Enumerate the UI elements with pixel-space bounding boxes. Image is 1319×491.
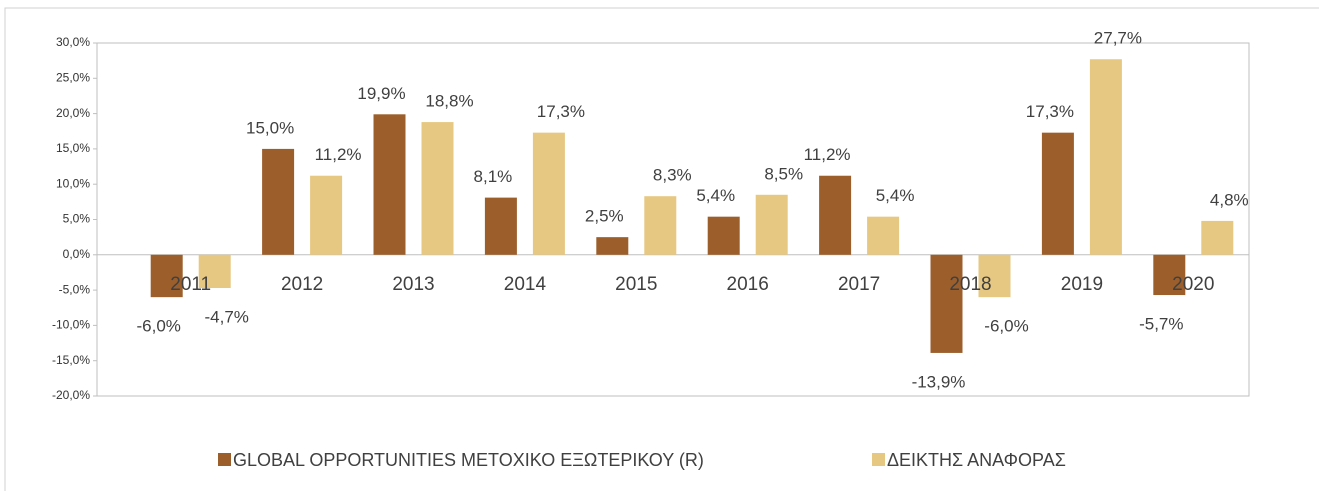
value-label: 2,5%	[585, 207, 624, 226]
x-tick-label: 2017	[838, 274, 880, 295]
x-tick-label: 2019	[1061, 274, 1103, 295]
value-label: 8,1%	[474, 167, 513, 186]
x-tick-label: 2013	[392, 274, 434, 295]
value-label: 5,4%	[876, 186, 915, 205]
bar	[819, 175, 852, 255]
x-tick-label: 2018	[949, 274, 991, 295]
value-label: 19,9%	[357, 84, 405, 103]
y-tick-label: -10,0%	[52, 318, 90, 332]
value-label: 17,3%	[1026, 102, 1074, 121]
x-tick-label: 2011	[170, 274, 211, 295]
bar	[484, 197, 517, 255]
x-tick-label: 2014	[504, 274, 547, 295]
y-tick-label: 25,0%	[56, 70, 90, 84]
bar	[707, 216, 740, 255]
legend-label: ΔΕΙΚΤΗΣ ΑΝΑΦΟΡΑΣ	[887, 450, 1066, 470]
value-label: 8,5%	[764, 164, 803, 183]
bar	[310, 175, 343, 255]
bar	[198, 254, 231, 288]
value-label: 11,2%	[315, 145, 362, 164]
value-label: 27,7%	[1094, 29, 1142, 48]
x-tick-label: 2015	[615, 274, 657, 295]
bar	[596, 237, 629, 255]
y-tick-label: 0,0%	[63, 247, 91, 261]
value-label: -6,0%	[136, 317, 180, 336]
bar	[1201, 220, 1234, 255]
x-tick-label: 2020	[1172, 274, 1214, 295]
bar	[1089, 59, 1122, 255]
legend-swatch	[218, 453, 231, 466]
x-tick-label: 2016	[727, 274, 769, 295]
legend-label: GLOBAL OPPORTUNITIES ΜΕΤΟΧΙΚΟ ΕΞΩΤΕΡΙΚΟΥ…	[233, 450, 704, 470]
chart-border	[4, 7, 1319, 491]
value-label: 18,8%	[425, 92, 473, 111]
y-tick-label: 15,0%	[56, 141, 90, 155]
y-tick-label: 10,0%	[56, 176, 90, 190]
bar	[150, 254, 183, 298]
value-label: 11,2%	[804, 145, 851, 164]
value-label: 5,4%	[696, 186, 735, 205]
bar	[262, 148, 295, 255]
value-label: 17,3%	[537, 102, 585, 121]
y-tick-label: -5,0%	[59, 282, 91, 296]
value-label: -5,7%	[1139, 315, 1183, 334]
y-tick-label: 20,0%	[56, 106, 90, 120]
value-label: 4,8%	[1210, 190, 1249, 209]
y-tick-label: -20,0%	[52, 388, 90, 402]
bar	[421, 122, 454, 255]
value-label: -6,0%	[984, 317, 1028, 336]
legend-swatch	[872, 453, 885, 466]
x-tick-label: 2012	[281, 274, 323, 295]
y-tick-label: -15,0%	[52, 353, 90, 367]
value-label: 8,3%	[653, 166, 692, 185]
bar	[1041, 132, 1074, 255]
bar	[978, 254, 1011, 298]
bar	[532, 132, 565, 255]
value-label: -4,7%	[204, 307, 248, 326]
bar	[930, 254, 963, 353]
y-tick-label: 5,0%	[63, 212, 91, 226]
bar	[755, 194, 788, 255]
bar	[1153, 254, 1186, 296]
bar	[373, 114, 406, 255]
value-label: -13,9%	[912, 372, 966, 391]
bar	[867, 216, 900, 255]
bar	[644, 196, 677, 255]
y-tick-label: 30,0%	[56, 35, 90, 49]
value-label: 15,0%	[246, 118, 294, 137]
